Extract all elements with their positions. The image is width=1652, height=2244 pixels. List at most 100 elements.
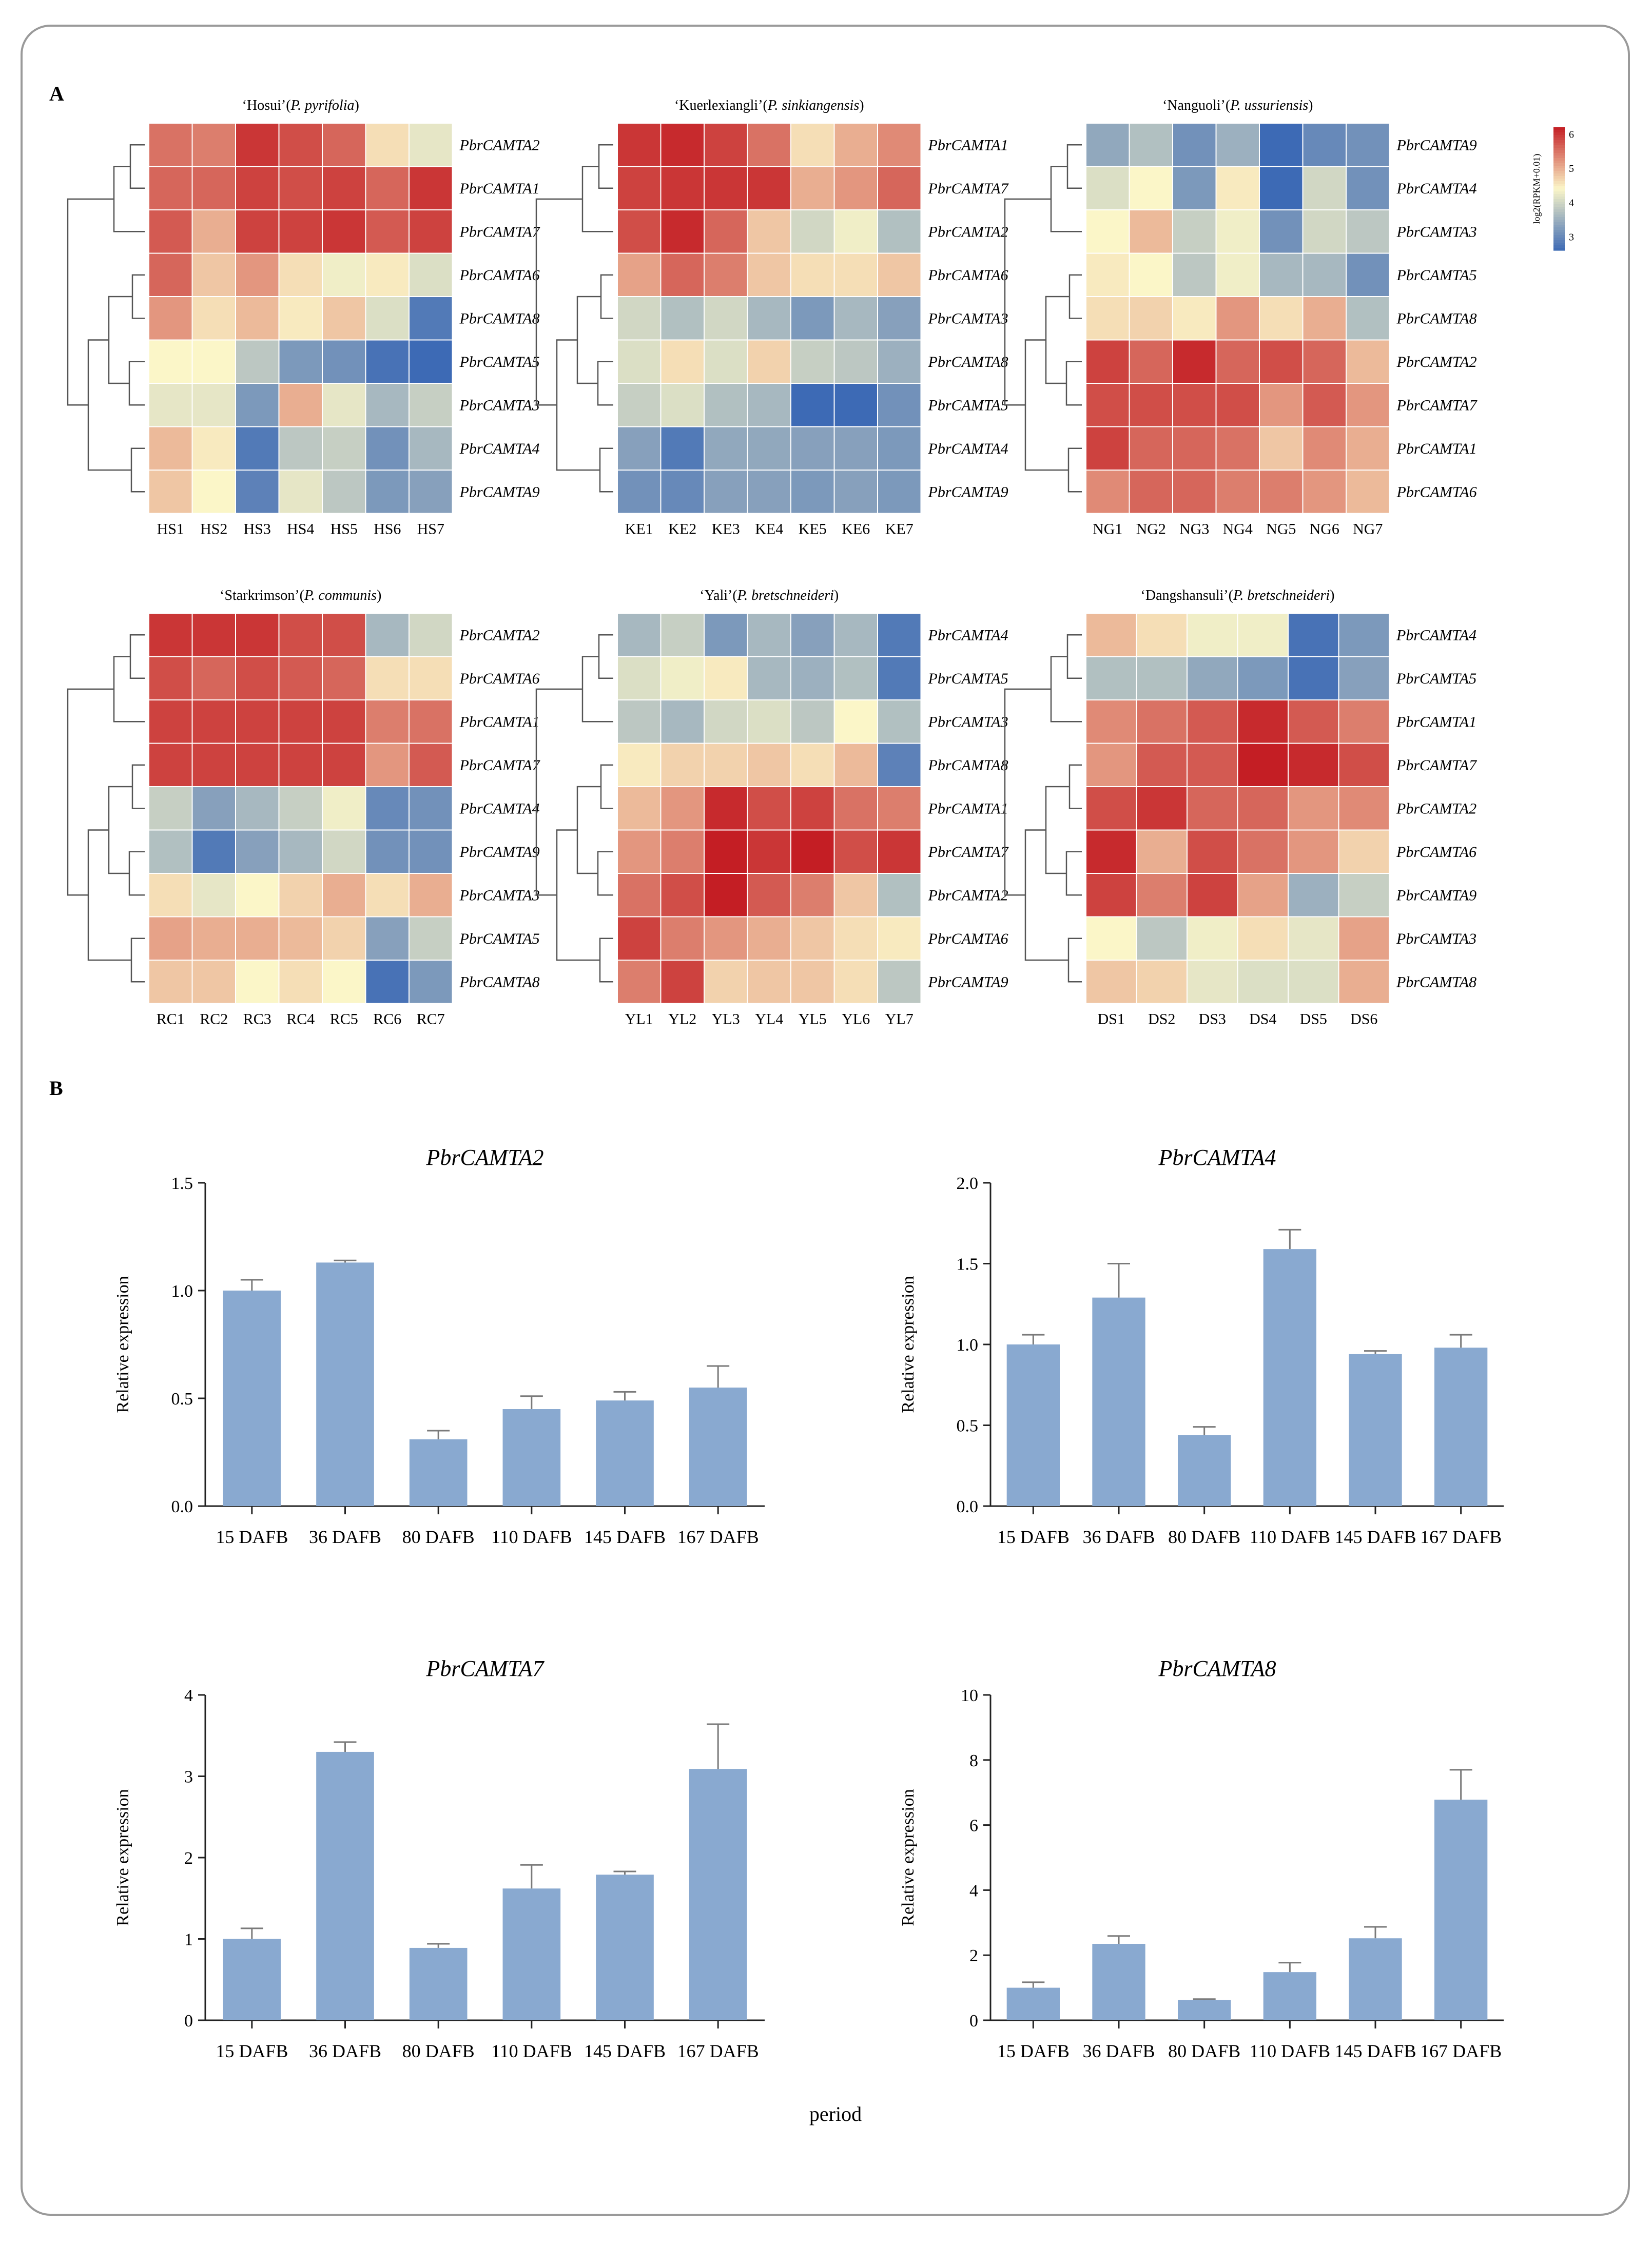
heatmap-cell (322, 656, 366, 700)
heatmap-5: ‘Yali’(P. bretschneideri) PbrCAMTA4 PbrCAM… (535, 588, 1009, 1028)
colorbar-segment (1553, 194, 1565, 197)
heatmap-cell (1346, 426, 1390, 471)
heatmap-col-label: NG2 (1136, 521, 1166, 538)
heatmap-row-label: PbrCAMTA3 (928, 310, 1008, 327)
bar (316, 1262, 374, 1506)
y-tick-label: 4 (969, 1881, 978, 1900)
colorbar-segment (1553, 145, 1565, 148)
heatmap-cell (877, 296, 922, 341)
heatmap-row-label: PbrCAMTA7 (928, 180, 1009, 197)
y-tick-label: 2 (969, 1946, 978, 1965)
heatmap-col-label: HS1 (157, 521, 184, 538)
heatmap-cell (191, 252, 236, 297)
heatmap-col-label: KE6 (842, 521, 870, 538)
heatmap-cell (1338, 656, 1390, 700)
x-tick-label: 36 DAFB (1082, 2041, 1155, 2061)
heatmap-cell (1346, 339, 1390, 384)
heatmap-cell (278, 786, 323, 831)
heatmap-col-label: HS4 (287, 521, 314, 538)
colorbar-segment (1553, 138, 1565, 141)
heatmap-row-label: PbrCAMTA7 (459, 757, 541, 774)
heatmap-title-closing: ) (377, 588, 381, 603)
x-tick-label: 110 DAFB (1249, 1527, 1330, 1547)
figure-frame (21, 25, 1630, 2216)
x-tick-label: 167 DAFB (1420, 2041, 1502, 2061)
heatmap-cell (747, 296, 791, 341)
heatmap-cell (1085, 873, 1137, 918)
heatmap-cell (322, 873, 366, 918)
colorbar-segment (1553, 197, 1565, 200)
colorbar-segment (1553, 186, 1565, 189)
heatmap-title-cultivar: ‘Kuerlexiangli’( (674, 97, 768, 113)
heatmap-cell (833, 873, 878, 918)
bar (1178, 2000, 1231, 2020)
heatmap-cell (660, 339, 705, 384)
heatmap-cell (660, 296, 705, 341)
heatmap-cell (790, 656, 835, 700)
heatmap-cell (1302, 166, 1347, 210)
error-bar (613, 1870, 636, 1875)
colorbar-segment (1553, 166, 1565, 169)
heatmap-cell (660, 383, 705, 427)
bar (409, 1947, 468, 2020)
heatmap-row-label: PbrCAMTA5 (928, 670, 1008, 687)
bar (689, 1388, 747, 1506)
heatmap-cell (409, 786, 453, 831)
colorbar-segment (1553, 230, 1565, 233)
heatmap-title-closing: ) (354, 97, 359, 113)
heatmap-cell (1129, 426, 1173, 471)
heatmap-cell (833, 426, 878, 471)
heatmap-cell (235, 699, 280, 744)
heatmap-cell (660, 613, 705, 657)
bar (596, 1400, 654, 1506)
heatmap-cell (747, 383, 791, 427)
y-tick-label: 1 (184, 1930, 193, 1949)
heatmap-cell (278, 166, 323, 210)
heatmap-cell (747, 123, 791, 167)
heatmap-title: ‘Kuerlexiangli’(P. sinkiangensis) (674, 97, 864, 113)
heatmap-cell (148, 209, 193, 254)
bar (1006, 1344, 1060, 1506)
heatmap-col-label: KE3 (712, 521, 740, 538)
heatmap-cell (365, 873, 410, 918)
colorbar-tick-label: 6 (1569, 129, 1574, 140)
colorbar-segment (1553, 135, 1565, 138)
heatmap-title-cultivar: ‘Hosui’( (242, 97, 291, 113)
colorbar-segment (1553, 191, 1565, 194)
heatmap-cell (704, 123, 748, 167)
heatmap-cell (191, 786, 236, 831)
heatmap-cell (660, 743, 705, 787)
heatmap-cell (1136, 656, 1188, 700)
heatmap-cell (1259, 252, 1304, 297)
heatmap-cell (1085, 383, 1130, 427)
x-tick-label: 36 DAFB (309, 2041, 381, 2061)
heatmap-cell (1237, 786, 1289, 831)
heatmap-cell (704, 743, 748, 787)
heatmap-cell (409, 829, 453, 874)
heatmap-cell (877, 209, 922, 254)
heatmap-cell (790, 383, 835, 427)
x-tick-label: 167 DAFB (677, 1527, 759, 1547)
heatmap-cell (278, 743, 323, 787)
heatmap-col-label: YL2 (668, 1011, 696, 1028)
heatmap-cell (790, 829, 835, 874)
panel-a-label: A (49, 82, 64, 105)
heatmap-cell (1187, 699, 1238, 744)
heatmap-cell (1085, 960, 1137, 1004)
heatmap-col-label: HS7 (417, 521, 444, 538)
heatmap-row-label: PbrCAMTA7 (459, 223, 541, 240)
y-tick-label: 0.0 (171, 1497, 193, 1516)
heatmap-cell (704, 296, 748, 341)
heatmap-cell (1085, 916, 1137, 961)
heatmap-cell (1259, 296, 1304, 341)
y-tick-label: 1.0 (171, 1282, 193, 1301)
heatmap-cell (1129, 339, 1173, 384)
heatmap-cell (1136, 699, 1188, 744)
heatmap-cell (365, 786, 410, 831)
heatmap-cell (660, 166, 705, 210)
heatmap-3: ‘Nanguoli’(P. ussuriensis) PbrCAMTA9 PbrCA… (1004, 97, 1478, 538)
heatmap-cell (877, 470, 922, 514)
heatmap-cell (617, 656, 662, 700)
heatmap-title: ‘Nanguoli’(P. ussuriensis) (1162, 97, 1313, 113)
heatmap-row-label: PbrCAMTA3 (928, 713, 1008, 730)
